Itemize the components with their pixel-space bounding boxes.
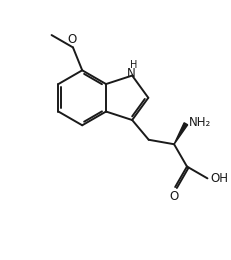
Text: OH: OH — [209, 172, 227, 185]
Polygon shape — [173, 123, 187, 144]
Text: H: H — [130, 60, 137, 70]
Text: O: O — [67, 33, 76, 46]
Text: NH₂: NH₂ — [188, 116, 210, 129]
Text: O: O — [169, 190, 178, 203]
Text: N: N — [126, 67, 135, 80]
